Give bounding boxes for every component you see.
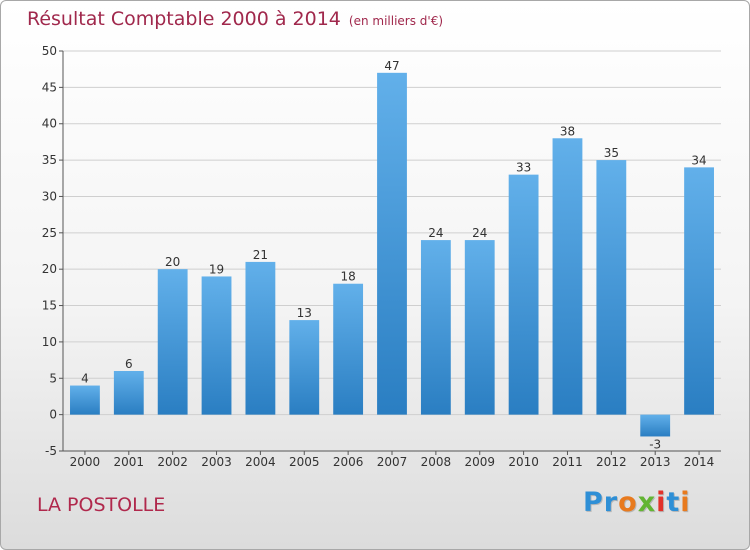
x-tick-label: 2002 — [157, 455, 188, 469]
bar — [157, 269, 188, 415]
data-label: 33 — [516, 161, 531, 175]
bar — [113, 371, 144, 415]
x-tick-label: 2001 — [114, 455, 145, 469]
data-label: 20 — [165, 255, 180, 269]
data-label: 4 — [81, 372, 89, 386]
bar — [464, 240, 495, 415]
data-label: 19 — [209, 262, 224, 276]
chart-title-text: Résultat Comptable 2000 à 2014 — [27, 8, 341, 30]
logo-letter: i — [680, 487, 691, 518]
logo-letter: o — [618, 487, 638, 518]
x-tick-label: 2003 — [201, 455, 232, 469]
proxiti-logo: Proxiti — [583, 487, 691, 518]
data-label: 6 — [125, 357, 133, 371]
y-tick-label: -5 — [45, 444, 57, 458]
data-label: 35 — [604, 146, 619, 160]
bar — [596, 160, 627, 415]
x-tick-label: 2010 — [508, 455, 539, 469]
bar — [377, 72, 407, 415]
bar — [684, 167, 714, 415]
y-tick-label: 15 — [42, 299, 57, 313]
bar — [201, 276, 232, 415]
chart-title: Résultat Comptable 2000 à 2014 (en millie… — [27, 8, 443, 30]
x-tick-label: 2004 — [245, 455, 276, 469]
x-tick-label: 2005 — [289, 455, 320, 469]
data-label: 34 — [691, 153, 706, 167]
x-tick-label: 2006 — [333, 455, 364, 469]
logo-letter: x — [637, 487, 657, 518]
bar — [420, 240, 451, 415]
y-tick-label: 50 — [42, 44, 57, 58]
data-label: 38 — [560, 124, 575, 138]
place-name: LA POSTOLLE — [37, 494, 166, 516]
bar — [70, 385, 100, 415]
y-tick-label: 10 — [42, 335, 57, 349]
y-tick-label: 5 — [49, 371, 57, 385]
bar — [508, 174, 539, 415]
chart-subtitle: (en milliers d'€) — [348, 14, 444, 28]
bar — [245, 261, 276, 415]
data-label: 13 — [297, 306, 312, 320]
x-tick-label: 2008 — [421, 455, 452, 469]
x-tick-label: 2013 — [640, 455, 671, 469]
data-label: 24 — [472, 226, 487, 240]
y-tick-label: 40 — [42, 117, 57, 131]
bar — [289, 320, 320, 415]
logo-letter: P — [583, 487, 604, 518]
logo-letter: t — [666, 487, 681, 518]
x-tick-label: 2000 — [70, 455, 101, 469]
data-label: 18 — [340, 270, 355, 284]
bar — [552, 138, 583, 415]
y-tick-label: 0 — [49, 408, 57, 422]
logo-letter: r — [603, 487, 619, 518]
y-tick-label: 30 — [42, 189, 57, 203]
x-tick-label: 2009 — [464, 455, 495, 469]
data-label: 21 — [253, 248, 268, 262]
x-tick-label: 2014 — [684, 455, 715, 469]
data-label: -3 — [649, 437, 661, 451]
x-tick-label: 2011 — [552, 455, 583, 469]
x-tick-label: 2007 — [377, 455, 408, 469]
x-tick-label: 2012 — [596, 455, 627, 469]
logo-letter: i — [656, 487, 667, 518]
y-tick-label: 20 — [42, 262, 57, 276]
data-label: 24 — [428, 226, 443, 240]
bar — [333, 283, 364, 415]
y-tick-label: 45 — [42, 80, 57, 94]
bar — [640, 414, 671, 437]
y-tick-label: 25 — [42, 226, 57, 240]
data-label: 47 — [384, 59, 399, 73]
y-tick-label: 35 — [42, 153, 57, 167]
